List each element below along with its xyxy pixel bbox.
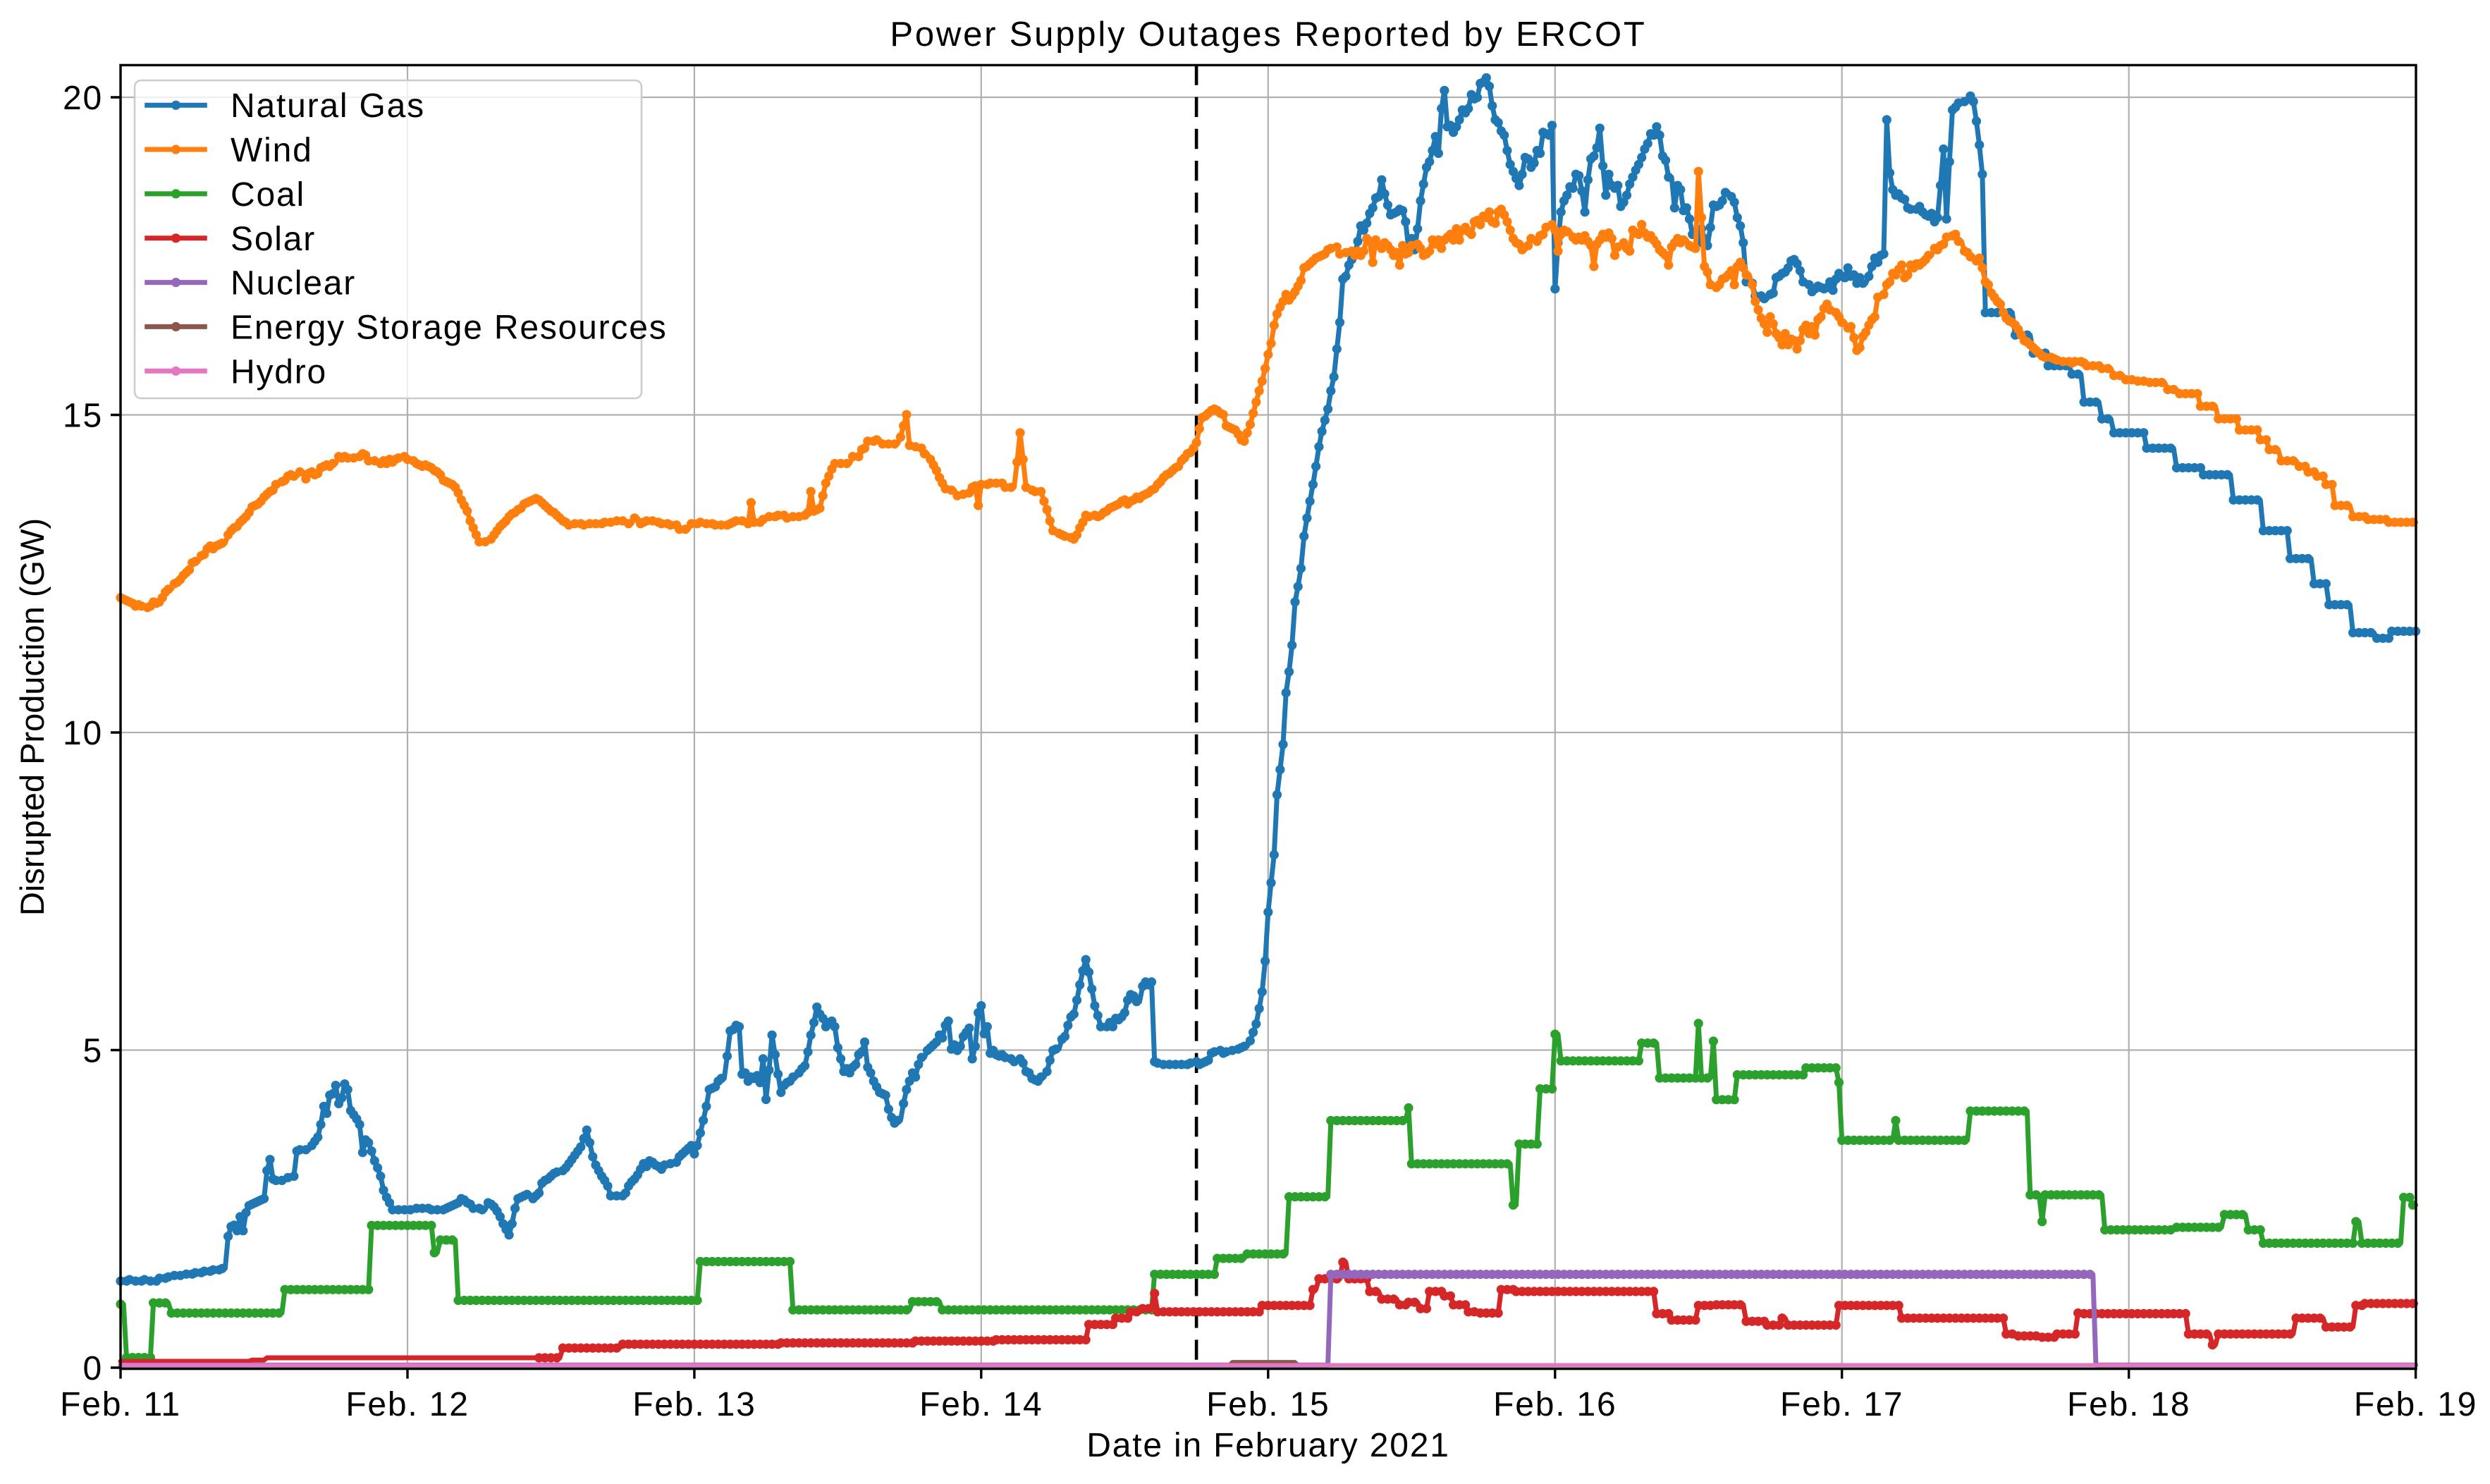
svg-text:Power Supply Outages Reported: Power Supply Outages Reported by ERCOT <box>890 16 1646 54</box>
svg-text:15: 15 <box>63 398 103 435</box>
svg-text:Natural Gas: Natural Gas <box>231 87 425 125</box>
svg-text:Nuclear: Nuclear <box>231 265 356 302</box>
svg-text:Solar: Solar <box>231 221 316 258</box>
svg-text:Feb. 14: Feb. 14 <box>919 1386 1043 1423</box>
svg-text:Feb. 15: Feb. 15 <box>1206 1386 1330 1423</box>
svg-text:5: 5 <box>83 1033 104 1070</box>
svg-text:Hydro: Hydro <box>231 353 327 391</box>
svg-text:Feb. 11: Feb. 11 <box>60 1386 181 1423</box>
svg-text:Feb. 17: Feb. 17 <box>1780 1386 1903 1423</box>
svg-text:Feb. 12: Feb. 12 <box>345 1386 469 1423</box>
svg-text:Coal: Coal <box>231 176 305 214</box>
svg-text:Feb. 16: Feb. 16 <box>1493 1386 1617 1423</box>
svg-text:20: 20 <box>63 80 103 117</box>
svg-text:10: 10 <box>63 715 103 752</box>
svg-text:Feb. 19: Feb. 19 <box>2354 1386 2477 1423</box>
svg-text:Energy Storage Resources: Energy Storage Resources <box>231 309 668 346</box>
svg-text:0: 0 <box>83 1350 104 1387</box>
svg-text:Feb. 13: Feb. 13 <box>632 1386 756 1423</box>
svg-text:Date in February 2021: Date in February 2021 <box>1086 1427 1449 1464</box>
svg-text:Feb. 18: Feb. 18 <box>2067 1386 2190 1423</box>
svg-text:Disrupted Production (GW): Disrupted Production (GW) <box>13 518 51 916</box>
svg-text:Wind: Wind <box>231 132 313 169</box>
